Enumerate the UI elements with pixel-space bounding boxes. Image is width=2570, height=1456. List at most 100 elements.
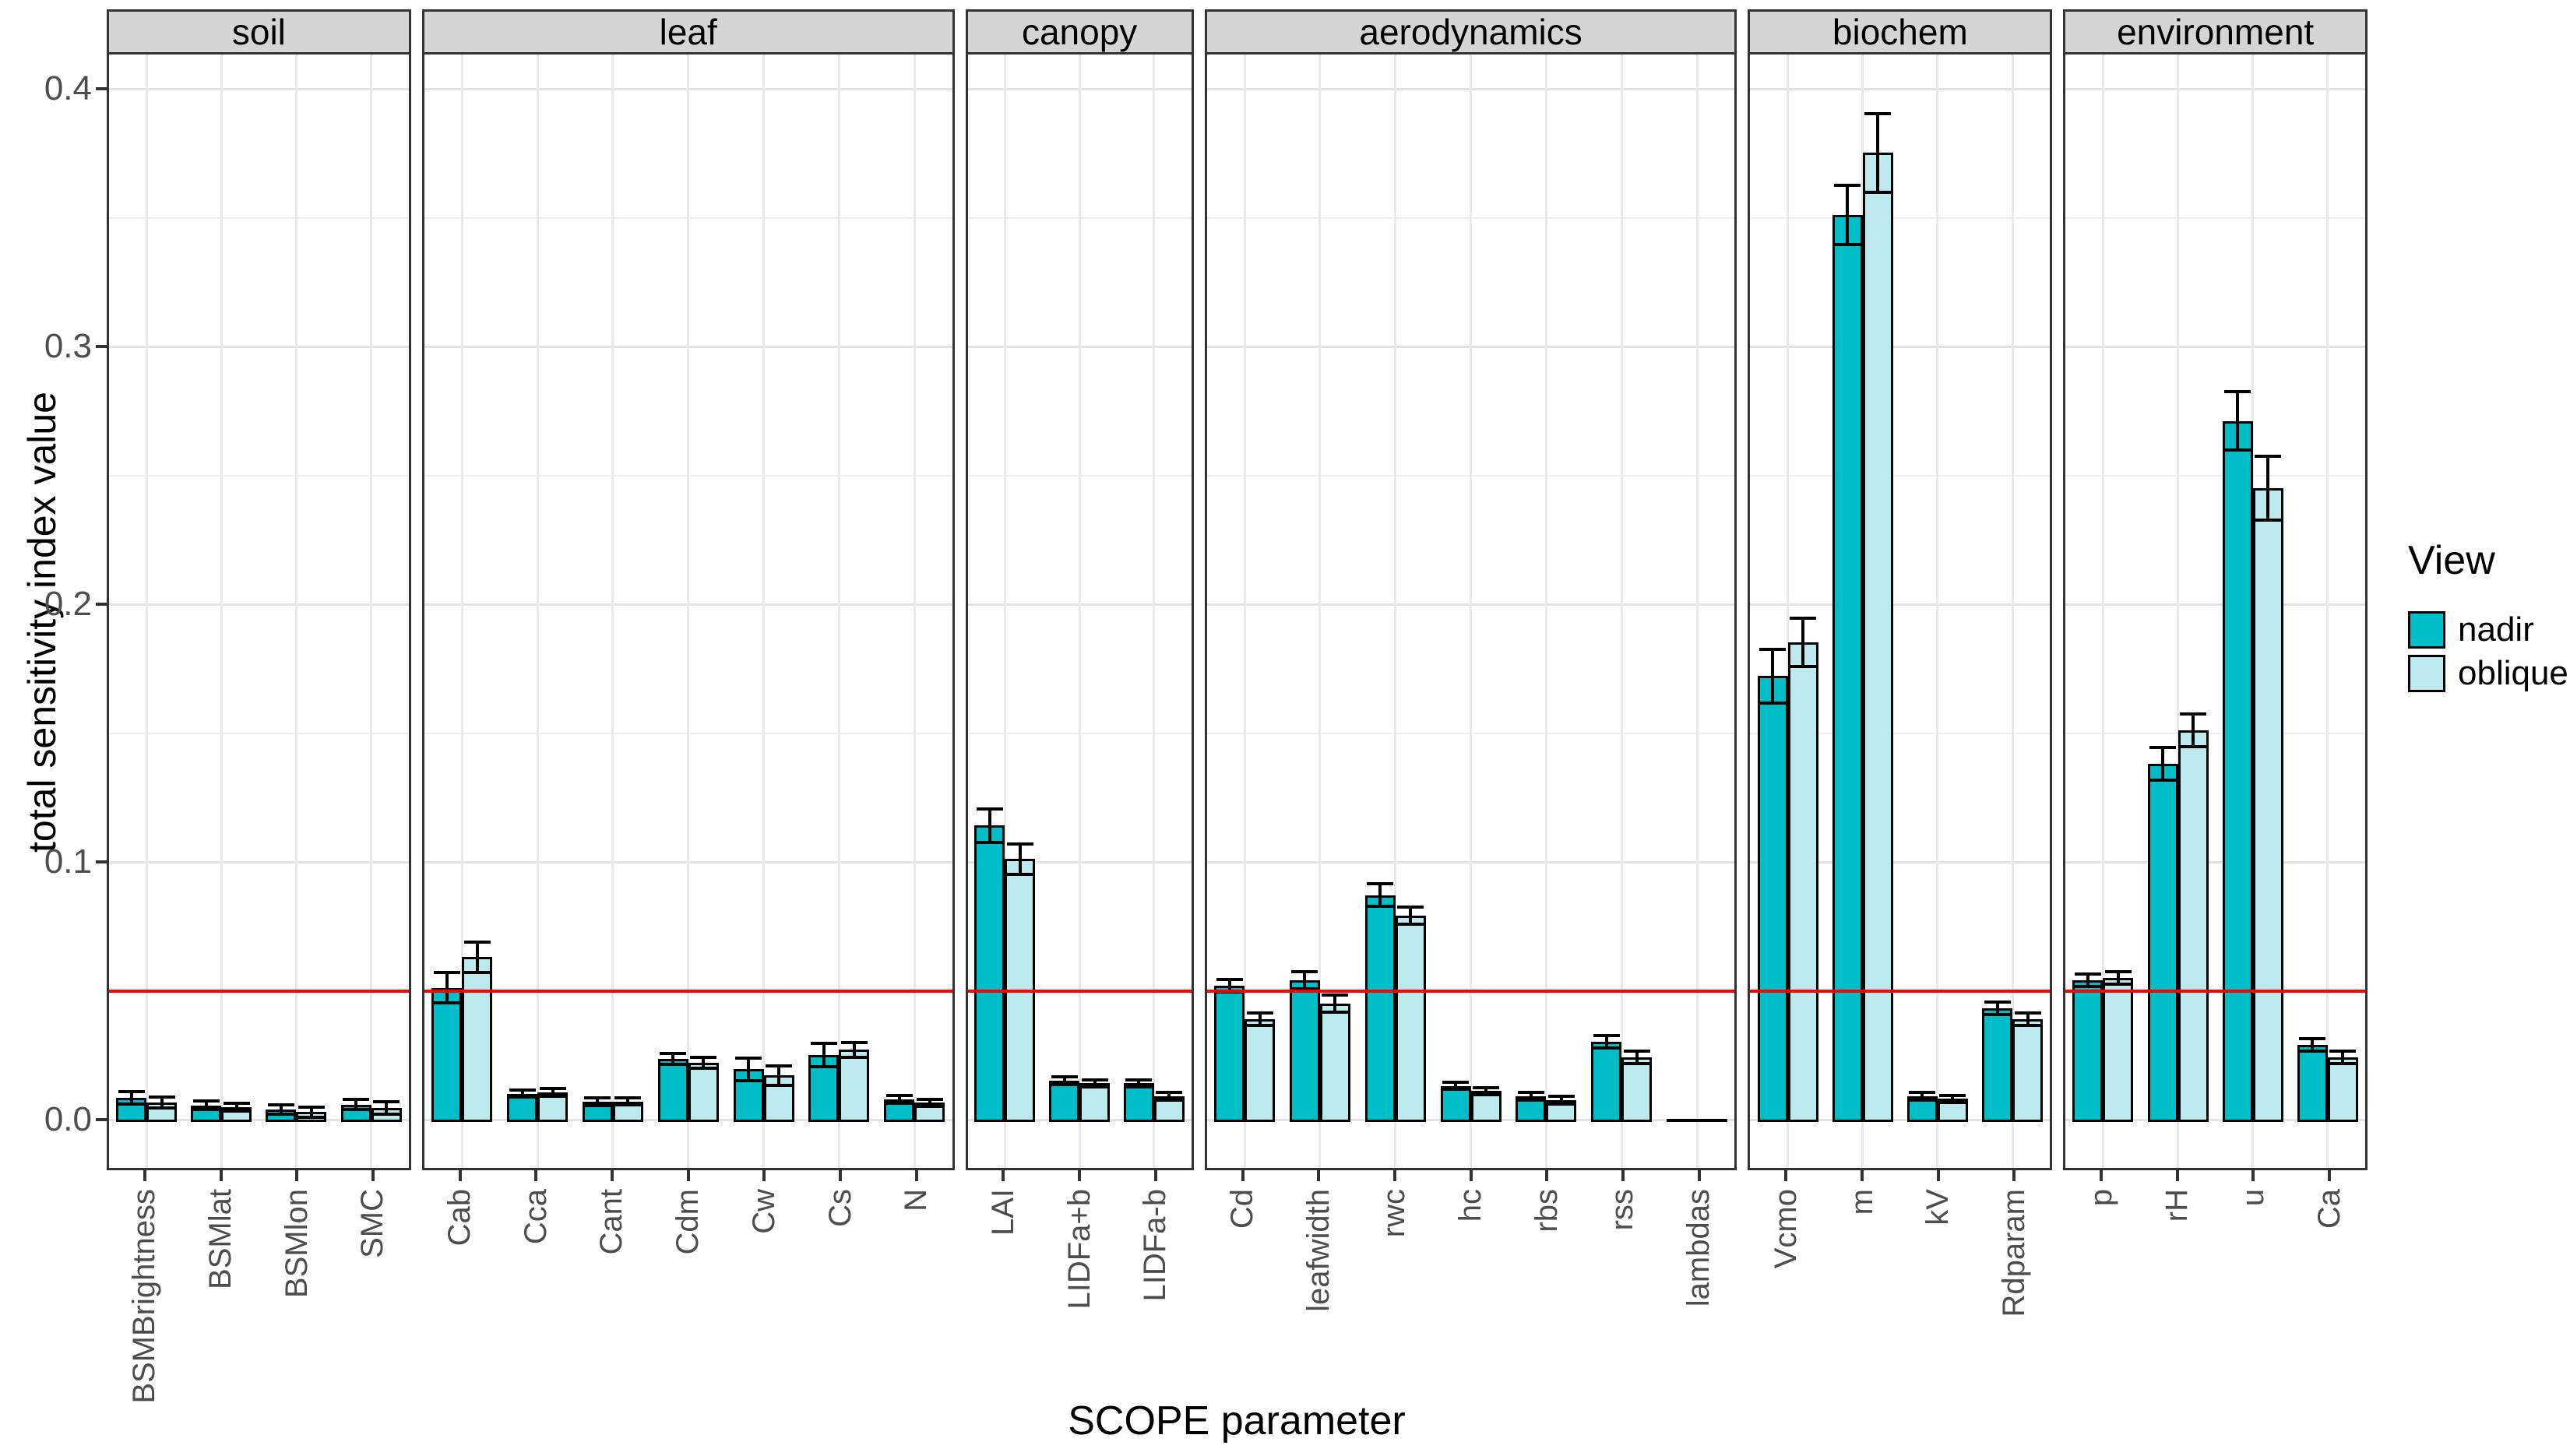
bar-nadir: [974, 825, 1005, 1122]
gridline-vertical: [1318, 55, 1322, 1168]
xlabel-cell: Vcmo: [1748, 1170, 1824, 1404]
xlabel-cell: Cs: [802, 1170, 878, 1404]
legend-label-oblique: oblique: [2458, 654, 2568, 692]
gridline-vertical: [1620, 55, 1623, 1168]
x-tick-label: rss: [1605, 1189, 1640, 1231]
gridline-major: [109, 861, 409, 863]
x-tick-mark: [2175, 1170, 2179, 1181]
error-bar-oblique: [690, 1055, 717, 1071]
reference-line: [109, 989, 409, 993]
gridline-vertical: [1695, 55, 1699, 1168]
error-bar-cap: [1759, 701, 1787, 705]
zero-bar: [1667, 1119, 1728, 1122]
gridline-major: [109, 1119, 409, 1121]
error-bar-line: [160, 1095, 164, 1110]
xlabel-cell: rwc: [1357, 1170, 1433, 1404]
legend-label-nadir: nadir: [2458, 610, 2534, 649]
bar-nadir: [1289, 979, 1320, 1122]
error-bar-cap: [2104, 982, 2132, 986]
bar-oblique: [462, 957, 493, 1122]
gridline-vertical: [1394, 55, 1397, 1168]
error-bar-cap: [810, 1064, 837, 1068]
gridline-minor: [2065, 732, 2366, 734]
error-bar-cap: [1442, 1088, 1470, 1092]
gridline-vertical: [687, 55, 690, 1168]
y-tick-label: 0.0: [44, 1100, 92, 1138]
error-bar-line: [129, 1089, 133, 1106]
error-bar-cap: [1291, 987, 1318, 991]
reference-line: [967, 989, 1192, 993]
error-bar-nadir: [1291, 969, 1318, 991]
error-bar-nadir: [1442, 1081, 1470, 1092]
error-bar-cap: [2074, 972, 2101, 976]
xlabel-cell: N: [878, 1170, 955, 1404]
xlabel-cell: Rdparam: [1977, 1170, 2053, 1404]
error-bar-cap: [1397, 923, 1424, 927]
bar-oblique: [1862, 153, 1893, 1122]
error-bar-nadir: [2299, 1036, 2326, 1053]
xlabel-block-environment: p rH u Ca: [2063, 1170, 2368, 1404]
error-bar-cap: [118, 1089, 145, 1093]
facet-environment: environment: [2063, 9, 2368, 1170]
x-axis-labels: BSMBrightness BSMlat BSMlon SMC Cab Cca Cant Cd…: [107, 1170, 2368, 1404]
error-bar-line: [2311, 1036, 2315, 1053]
error-bar-cap: [1156, 1098, 1183, 1102]
error-bar-cap: [1322, 1010, 1349, 1014]
error-bar-cap: [1367, 905, 1394, 909]
facet-strip: aerodynamics: [1204, 9, 1737, 55]
x-axis-title: SCOPE parameter: [1068, 1398, 1406, 1444]
bar-oblique: [688, 1062, 719, 1122]
error-bar-line: [2236, 389, 2240, 452]
xlabel-block-leaf: Cab Cca Cant Cdm Cw Cs N: [422, 1170, 955, 1404]
error-bar-line: [354, 1098, 358, 1112]
error-bar-cap: [660, 1051, 687, 1055]
error-bar-cap: [810, 1042, 837, 1046]
xlabel-block-biochem: Vcmo m kV Rdparam: [1748, 1170, 2052, 1404]
error-bar-line: [1951, 1093, 1955, 1104]
error-bar-cap: [343, 1108, 370, 1112]
x-tick-label: Ca: [2311, 1189, 2346, 1229]
error-bar-cap: [976, 807, 1003, 811]
xlabel-cell: Ca: [2291, 1170, 2368, 1404]
error-bar-line: [928, 1097, 931, 1108]
x-tick-mark: [1545, 1170, 1549, 1181]
xlabel-cell: SMC: [335, 1170, 411, 1404]
error-bar-cap: [2180, 712, 2207, 716]
error-bar-cap: [1593, 1034, 1620, 1038]
error-bar-cap: [1593, 1046, 1620, 1050]
error-bar-nadir: [192, 1099, 220, 1111]
xlabel-block-soil: BSMBrightness BSMlat BSMlon SMC: [107, 1170, 411, 1404]
bar-oblique: [2177, 730, 2209, 1122]
error-bar-nadir: [584, 1096, 611, 1108]
error-bar-oblique: [2014, 1011, 2041, 1027]
facet-strip: environment: [2063, 9, 2368, 55]
gridline-vertical: [2101, 55, 2104, 1168]
error-bar-nadir: [660, 1051, 687, 1067]
gridline-vertical: [1787, 55, 1790, 1168]
panels-row: soil leaf canopy aerodynamics biochem environ…: [107, 9, 2368, 1170]
error-bar-nadir: [810, 1042, 837, 1068]
error-bar-line: [1484, 1085, 1488, 1096]
error-bar-cap: [463, 940, 491, 944]
x-tick-label: m: [1844, 1189, 1879, 1215]
error-bar-cap: [840, 1055, 868, 1059]
bar-nadir: [1757, 676, 1788, 1122]
error-bar-cap: [1834, 184, 1861, 188]
legend-entry-nadir: nadir: [2408, 610, 2568, 649]
error-bar-nadir: [2149, 745, 2177, 783]
error-bar-line: [520, 1088, 524, 1099]
x-tick-mark: [219, 1170, 223, 1181]
x-tick-mark: [143, 1170, 146, 1181]
error-bar-oblique: [1473, 1085, 1500, 1096]
error-bar-cap: [1051, 1082, 1078, 1086]
error-bar-oblique: [463, 940, 491, 974]
bar-nadir: [1591, 1042, 1622, 1122]
bar-nadir: [1364, 895, 1396, 1122]
error-bar-oblique: [1322, 993, 1349, 1014]
gridline-vertical: [1078, 55, 1081, 1168]
error-bar-line: [747, 1056, 750, 1082]
error-bar-oblique: [614, 1096, 642, 1107]
error-bar-cap: [1125, 1078, 1153, 1081]
error-bar-oblique: [1623, 1050, 1650, 1066]
x-tick-mark: [1621, 1170, 1625, 1181]
